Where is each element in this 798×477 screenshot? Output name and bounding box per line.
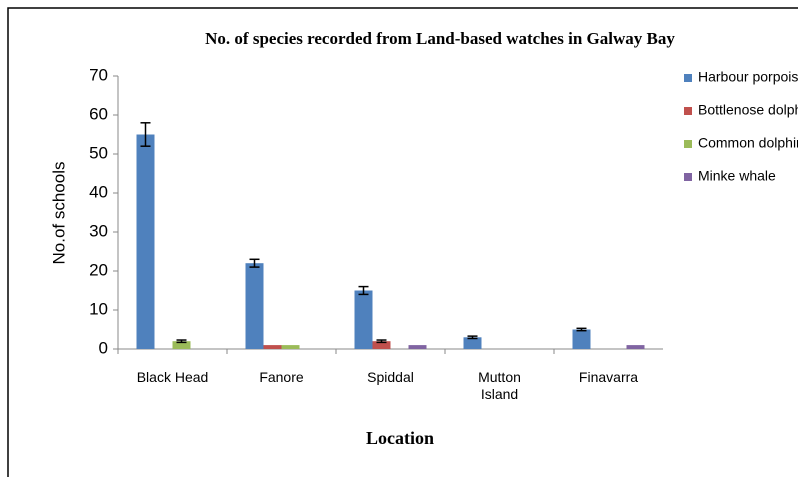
error-bar xyxy=(358,285,369,296)
y-tick-label: 50 xyxy=(89,143,108,162)
bar xyxy=(408,345,427,349)
chart-border xyxy=(7,7,798,477)
x-tick-label: Black Head xyxy=(136,369,209,385)
y-tick-label: 70 xyxy=(89,65,108,84)
error-bar xyxy=(576,327,587,332)
y-tick-label: 20 xyxy=(89,260,108,279)
legend-swatch xyxy=(684,107,692,115)
legend-label: Harbour porpoise xyxy=(698,69,798,85)
legend-swatch xyxy=(684,173,692,181)
y-tick-label: 60 xyxy=(89,104,108,123)
error-bar xyxy=(176,339,187,344)
error-bar xyxy=(467,335,478,340)
x-tick-label: Spiddal xyxy=(367,369,414,385)
bar xyxy=(245,263,264,349)
bar xyxy=(626,345,645,349)
legend-label: Minke whale xyxy=(698,168,776,184)
bar xyxy=(172,341,191,349)
x-axis-label: Location xyxy=(366,428,434,448)
x-tick-label: Fanore xyxy=(259,369,304,385)
legend-swatch xyxy=(684,74,692,82)
bar xyxy=(281,345,300,349)
error-bar xyxy=(376,339,387,344)
y-tick-label: 40 xyxy=(89,182,108,201)
error-bar xyxy=(140,122,151,147)
bar xyxy=(463,337,482,349)
chart-title: No. of species recorded from Land-based … xyxy=(205,29,675,48)
bar xyxy=(372,341,391,349)
bar xyxy=(136,134,155,349)
bar xyxy=(354,290,373,349)
x-tick-label: Finavarra xyxy=(578,369,639,385)
error-bar xyxy=(249,258,260,268)
legend-label: Common dolphin xyxy=(698,135,798,151)
y-tick-label: 30 xyxy=(89,221,108,240)
legend-label: Bottlenose dolphin xyxy=(698,102,798,118)
y-tick-label: 0 xyxy=(99,338,108,357)
bar xyxy=(572,329,591,349)
legend-swatch xyxy=(684,140,692,148)
bar xyxy=(263,345,282,349)
x-tick-label: Mutton Island xyxy=(478,369,521,402)
y-axis-label: No.of schools xyxy=(49,162,68,265)
y-tick-label: 10 xyxy=(89,299,108,318)
